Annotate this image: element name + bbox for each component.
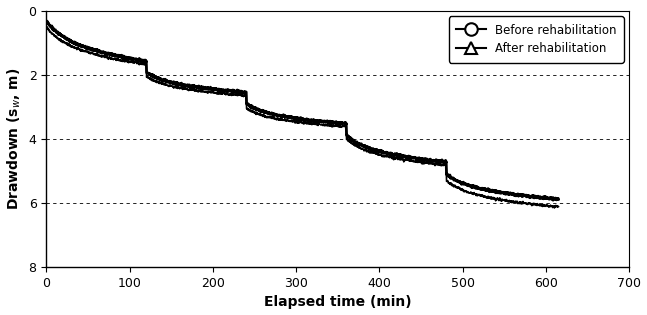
Legend: Before rehabilitation, After rehabilitation: Before rehabilitation, After rehabilitat… <box>449 16 624 63</box>
Y-axis label: Drawdown (s$_w$, m): Drawdown (s$_w$, m) <box>6 68 23 210</box>
X-axis label: Elapsed time (min): Elapsed time (min) <box>264 295 411 309</box>
